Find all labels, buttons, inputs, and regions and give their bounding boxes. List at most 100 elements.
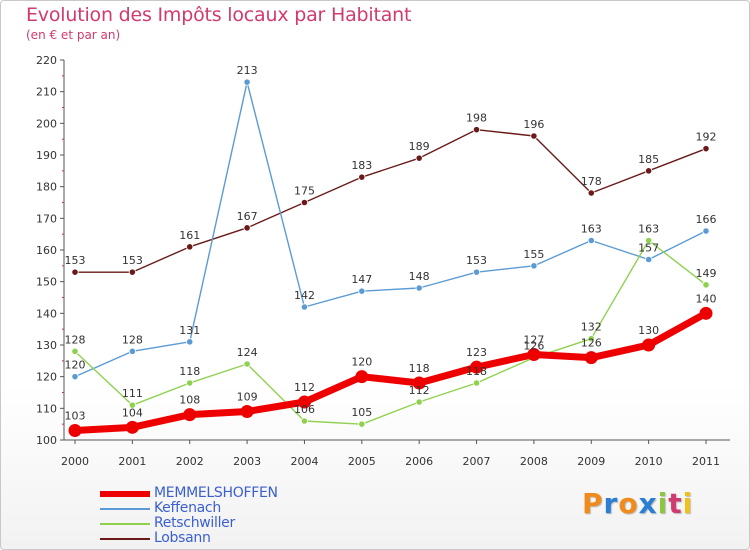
proxiti-logo: Proxiti bbox=[582, 487, 693, 520]
data-point-retschwiller bbox=[645, 236, 653, 245]
data-point-keffenach bbox=[702, 227, 710, 235]
data-label-lobsann: 175 bbox=[294, 185, 315, 198]
series-line-keffenach bbox=[74, 81, 707, 378]
y-tick-label: 180 bbox=[36, 181, 57, 194]
data-label-retschwiller: 112 bbox=[409, 384, 430, 397]
data-point-keffenach bbox=[530, 262, 538, 270]
data-point-keffenach bbox=[300, 303, 309, 311]
data-label-retschwiller: 111 bbox=[122, 387, 143, 400]
y-tick-label: 150 bbox=[36, 276, 57, 289]
data-point-lobsann bbox=[243, 224, 251, 232]
data-point-retschwiller bbox=[415, 398, 423, 406]
data-label-lobsann: 178 bbox=[581, 175, 602, 188]
y-tick-label: 160 bbox=[36, 244, 57, 257]
data-point-retschwiller bbox=[472, 379, 481, 387]
chart-ticks: 100 110 120 130 140 150 160 170 180 190 200 210 220 2… bbox=[36, 54, 720, 468]
chart-series bbox=[68, 78, 713, 437]
data-point-retschwiller bbox=[71, 347, 79, 355]
logo-letter: P bbox=[582, 487, 604, 520]
data-point-lobsann bbox=[300, 198, 309, 207]
x-tick-label: 2000 bbox=[61, 455, 89, 468]
data-label-lobsann: 185 bbox=[638, 153, 659, 166]
data-label-lobsann: 153 bbox=[122, 254, 143, 267]
x-tick-label: 2010 bbox=[635, 455, 663, 468]
data-point-keffenach bbox=[415, 284, 423, 292]
data-label-memmelshoffen: 104 bbox=[122, 406, 143, 419]
y-tick-label: 210 bbox=[36, 86, 57, 99]
data-label-keffenach: 163 bbox=[581, 223, 602, 236]
data-label-retschwiller: 118 bbox=[466, 365, 487, 378]
data-point-keffenach bbox=[358, 287, 366, 295]
data-point-keffenach bbox=[243, 78, 251, 86]
data-label-retschwiller: 105 bbox=[351, 406, 372, 419]
data-label-memmelshoffen: 126 bbox=[581, 337, 602, 350]
data-label-lobsann: 161 bbox=[179, 229, 200, 242]
data-label-memmelshoffen: 109 bbox=[237, 391, 258, 404]
data-point-keffenach bbox=[645, 255, 653, 264]
legend-label: Retschwiller bbox=[154, 515, 235, 531]
data-label-lobsann: 153 bbox=[65, 254, 86, 267]
data-label-memmelshoffen: 108 bbox=[179, 394, 200, 407]
chart-data-labels: 153 153 161 167 175 183 189 198 196 178 185 192 120 1… bbox=[65, 64, 717, 422]
data-point-keffenach bbox=[128, 347, 136, 355]
data-label-keffenach: 120 bbox=[65, 359, 86, 372]
x-tick-label: 2002 bbox=[176, 455, 204, 468]
data-label-keffenach: 142 bbox=[294, 289, 315, 302]
data-point-memmelshoffen bbox=[297, 395, 311, 409]
data-point-memmelshoffen bbox=[355, 370, 369, 384]
data-label-keffenach: 153 bbox=[466, 254, 487, 267]
data-point-keffenach bbox=[71, 373, 79, 381]
data-point-retschwiller bbox=[587, 335, 595, 343]
data-point-lobsann bbox=[702, 145, 710, 153]
logo-letter: r bbox=[603, 487, 619, 520]
data-label-retschwiller: 128 bbox=[65, 333, 86, 346]
data-point-lobsann bbox=[415, 154, 423, 162]
data-point-memmelshoffen bbox=[183, 408, 197, 422]
series-line-memmelshoffen bbox=[74, 310, 708, 434]
y-tick-label: 100 bbox=[36, 434, 57, 447]
x-tick-label: 2009 bbox=[577, 455, 605, 468]
data-point-memmelshoffen bbox=[412, 376, 426, 390]
data-point-lobsann bbox=[472, 126, 481, 134]
data-label-keffenach: 131 bbox=[179, 324, 200, 337]
data-point-lobsann bbox=[645, 167, 653, 175]
x-tick-label: 2011 bbox=[692, 455, 720, 468]
y-tick-label: 190 bbox=[36, 149, 57, 162]
data-label-retschwiller: 132 bbox=[581, 321, 602, 334]
data-label-memmelshoffen: 120 bbox=[351, 356, 372, 369]
y-tick-label: 110 bbox=[36, 402, 57, 415]
series-line-lobsann bbox=[75, 128, 707, 273]
x-tick-label: 2003 bbox=[233, 455, 261, 468]
data-label-lobsann: 167 bbox=[237, 210, 258, 223]
logo-letter: i bbox=[682, 487, 694, 520]
legend-item-memmelshoffen: MEMMELSHOFFEN bbox=[100, 486, 360, 501]
data-label-lobsann: 192 bbox=[696, 131, 717, 144]
series-line-retschwiller bbox=[74, 239, 707, 425]
x-tick-label: 2001 bbox=[118, 455, 146, 468]
data-label-keffenach: 147 bbox=[351, 273, 372, 286]
legend-swatch bbox=[100, 491, 150, 497]
data-point-lobsann bbox=[71, 268, 79, 276]
y-tick-label: 140 bbox=[36, 307, 57, 320]
data-point-memmelshoffen bbox=[470, 360, 484, 374]
data-point-lobsann bbox=[530, 132, 538, 140]
data-point-keffenach bbox=[472, 268, 481, 276]
data-label-retschwiller: 149 bbox=[696, 267, 717, 280]
data-label-memmelshoffen: 118 bbox=[409, 362, 430, 375]
data-point-retschwiller bbox=[186, 379, 194, 387]
y-tick-label: 170 bbox=[36, 212, 57, 225]
data-point-memmelshoffen bbox=[68, 424, 82, 437]
data-point-memmelshoffen bbox=[642, 338, 656, 352]
logo-letter: t bbox=[668, 487, 683, 520]
data-point-lobsann bbox=[587, 189, 595, 197]
y-tick-label: 220 bbox=[36, 54, 57, 67]
data-point-memmelshoffen bbox=[699, 306, 713, 320]
data-label-keffenach: 213 bbox=[237, 64, 258, 77]
legend-item-keffenach: Keffenach bbox=[100, 501, 360, 516]
legend-item-lobsann: Lobsann bbox=[100, 531, 360, 546]
data-point-retschwiller bbox=[702, 281, 710, 289]
data-label-memmelshoffen: 140 bbox=[696, 292, 717, 305]
legend-label: Keffenach bbox=[154, 500, 221, 516]
legend-swatch bbox=[100, 538, 150, 540]
